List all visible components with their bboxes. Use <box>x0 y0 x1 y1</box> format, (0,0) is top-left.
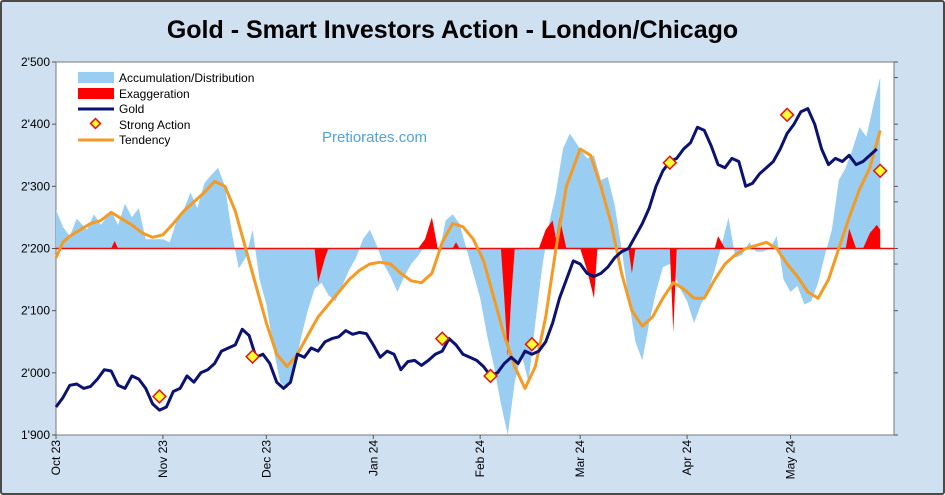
strong-action-marker-3 <box>434 331 450 347</box>
x-tick-label-7: May 24 <box>784 440 798 480</box>
legend: Accumulation/Distribution Exaggeration G… <box>78 71 254 147</box>
legend-label-exaggeration: Exaggeration <box>119 87 190 101</box>
x-tick-label-6: Apr 24 <box>680 440 694 476</box>
y-tick-label-2400: 2'400 <box>21 117 50 131</box>
x-tick-label-1: Nov 23 <box>156 440 170 478</box>
tendency-line <box>54 130 882 390</box>
strong-action-marker-2 <box>245 349 260 365</box>
y-tick-label-2000: 2'000 <box>21 366 50 380</box>
gold-line <box>54 107 878 412</box>
y-tick-label-2500: 2'500 <box>21 55 50 69</box>
legend-swatch-accumulation <box>78 72 114 83</box>
chart-title: Gold - Smart Investors Action - London/C… <box>166 16 739 44</box>
strong-action-marker-8 <box>872 163 888 179</box>
y-tick-label-2200: 2'200 <box>21 242 50 256</box>
strong-action-marker-7 <box>779 107 795 123</box>
strong-action-marker-4 <box>483 368 498 384</box>
y-tick-label-2100: 2'100 <box>21 304 50 318</box>
legend-label-strong-action: Strong Action <box>119 118 190 132</box>
strong-action-marker-1 <box>152 389 167 404</box>
x-tick-label-4: Feb 24 <box>473 440 487 478</box>
legend-label-accumulation: Accumulation/Distribution <box>119 71 254 85</box>
legend-label-tendency: Tendency <box>119 133 170 147</box>
legend-label-gold: Gold <box>119 102 144 116</box>
y-tick-label-1900: 1'900 <box>21 428 50 442</box>
y-tick-label-2300: 2'300 <box>21 179 50 193</box>
accumulation-area <box>56 77 881 435</box>
watermark: Pretiorates.com <box>322 129 427 146</box>
legend-swatch-strong-action <box>89 117 102 130</box>
x-tick-label-5: Mar 24 <box>573 440 587 478</box>
strong-action-marker-6 <box>662 155 678 171</box>
x-tick-label-2: Dec 23 <box>259 440 273 478</box>
x-tick-label-3: Jan 24 <box>366 440 380 476</box>
strong-action-marker-5 <box>524 336 540 352</box>
x-tick-label-0: Oct 23 <box>49 440 63 476</box>
legend-swatch-exaggeration <box>78 88 114 99</box>
